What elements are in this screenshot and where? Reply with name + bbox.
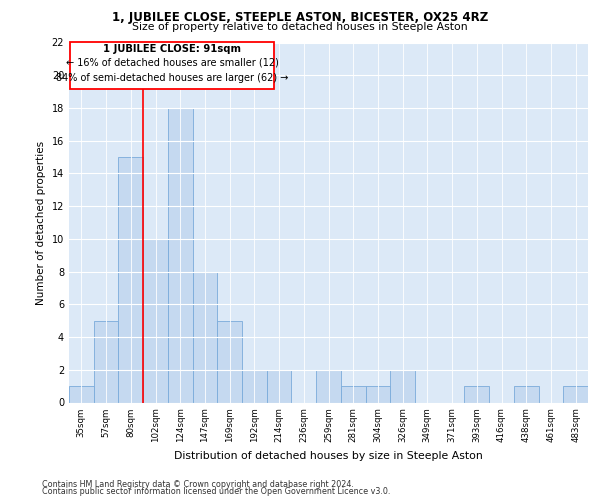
Bar	[267, 370, 292, 402]
Bar	[94, 320, 118, 402]
Bar	[242, 370, 267, 402]
Text: Size of property relative to detached houses in Steeple Aston: Size of property relative to detached ho…	[132, 22, 468, 32]
Bar	[563, 386, 588, 402]
Bar	[168, 108, 193, 403]
Text: 1, JUBILEE CLOSE, STEEPLE ASTON, BICESTER, OX25 4RZ: 1, JUBILEE CLOSE, STEEPLE ASTON, BICESTE…	[112, 11, 488, 24]
Bar	[365, 386, 390, 402]
Text: 1 JUBILEE CLOSE: 91sqm: 1 JUBILEE CLOSE: 91sqm	[103, 44, 241, 54]
Bar	[118, 157, 143, 402]
Bar	[316, 370, 341, 402]
Bar	[464, 386, 489, 402]
Bar	[193, 272, 217, 402]
Bar	[217, 320, 242, 402]
Bar	[143, 239, 168, 402]
Bar	[341, 386, 365, 402]
FancyBboxPatch shape	[70, 42, 274, 89]
Text: Contains HM Land Registry data © Crown copyright and database right 2024.: Contains HM Land Registry data © Crown c…	[42, 480, 354, 489]
X-axis label: Distribution of detached houses by size in Steeple Aston: Distribution of detached houses by size …	[174, 450, 483, 460]
Text: Contains public sector information licensed under the Open Government Licence v3: Contains public sector information licen…	[42, 487, 391, 496]
Text: ← 16% of detached houses are smaller (12): ← 16% of detached houses are smaller (12…	[66, 57, 278, 67]
Bar	[514, 386, 539, 402]
Y-axis label: Number of detached properties: Number of detached properties	[36, 140, 46, 304]
Text: 84% of semi-detached houses are larger (62) →: 84% of semi-detached houses are larger (…	[56, 72, 289, 83]
Bar	[69, 386, 94, 402]
Bar	[390, 370, 415, 402]
